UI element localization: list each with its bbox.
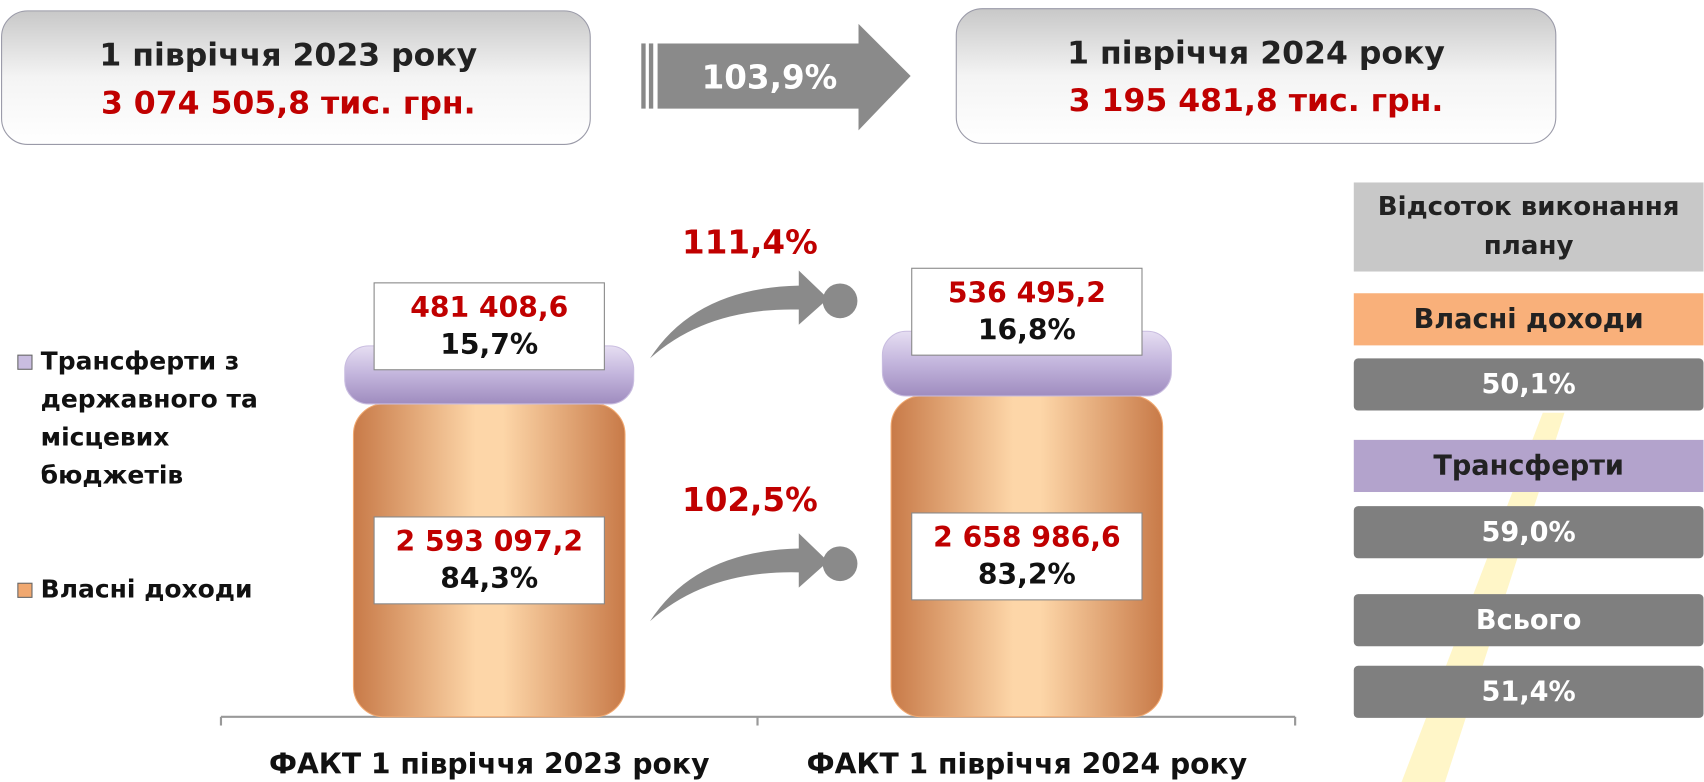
left-box	[1, 10, 591, 145]
plan-value: 59,0%	[1482, 517, 1576, 548]
plan-label: Власні доходи	[1414, 304, 1644, 335]
plan-value-box	[1353, 358, 1704, 411]
plan-value: 51,4%	[1482, 676, 1576, 707]
legend-label-box: Власні доходи	[40, 575, 253, 604]
legend-label: Трансферти з державного та місцевих бюдж…	[40, 347, 258, 490]
plan-label-box	[1353, 293, 1704, 346]
plan-label: Всього	[1476, 605, 1581, 636]
share-label: 83,2%	[978, 558, 1076, 591]
growth-dot	[822, 283, 858, 319]
value-label: 481 408,6	[410, 291, 568, 324]
right-amount: 3 195 481,8 тис. грн.	[1069, 83, 1444, 119]
left-title: 1 півріччя 2023 року	[99, 37, 477, 73]
value-label: 2 658 986,6	[933, 521, 1120, 554]
plan-label: Трансферти	[1433, 451, 1624, 482]
plan-title: Відсоток виконання плану	[1377, 191, 1680, 261]
growth-label: 103,9%	[702, 58, 838, 96]
growth-curve	[649, 270, 829, 359]
label-box	[373, 282, 605, 371]
label-box	[911, 267, 1143, 356]
growth-label: 111,4%	[682, 223, 818, 261]
value-label: 536 495,2	[948, 276, 1106, 309]
legend-swatch	[17, 354, 33, 370]
right-title: 1 півріччя 2024 року	[1067, 35, 1445, 71]
legend-label: Власні доходи	[40, 575, 253, 604]
plan-value-box	[1353, 506, 1704, 559]
legend-label-box: Трансферти з державного та місцевих бюдж…	[40, 347, 258, 490]
growth-dot	[822, 546, 858, 582]
share-label: 84,3%	[440, 562, 538, 595]
left-amount: 3 074 505,8 тис. грн.	[101, 85, 476, 121]
growth-curve	[649, 533, 829, 622]
arrow-stripe	[641, 43, 646, 109]
right-box	[955, 8, 1557, 144]
x-tick-label: ФАКТ 1 півріччя 2024 року	[807, 748, 1248, 781]
label-box	[373, 516, 605, 605]
plan-title-box: Відсоток виконання плану	[1377, 191, 1680, 261]
plan-label-box	[1353, 594, 1704, 647]
growth-arrow	[657, 23, 911, 131]
x-tick-label: ФАКТ 1 півріччя 2023 року	[269, 748, 710, 781]
arrow-stripe	[648, 43, 654, 109]
plan-value-box	[1353, 665, 1704, 718]
value-label: 2 593 097,2	[396, 525, 583, 558]
label-box	[911, 512, 1143, 601]
plan-value: 50,1%	[1482, 369, 1576, 400]
growth-label: 102,5%	[682, 481, 818, 519]
legend-swatch	[17, 582, 33, 598]
share-label: 15,7%	[440, 328, 538, 361]
plan-label-box	[1353, 439, 1704, 493]
share-label: 16,8%	[978, 313, 1076, 346]
plan-title-box	[1353, 182, 1704, 272]
